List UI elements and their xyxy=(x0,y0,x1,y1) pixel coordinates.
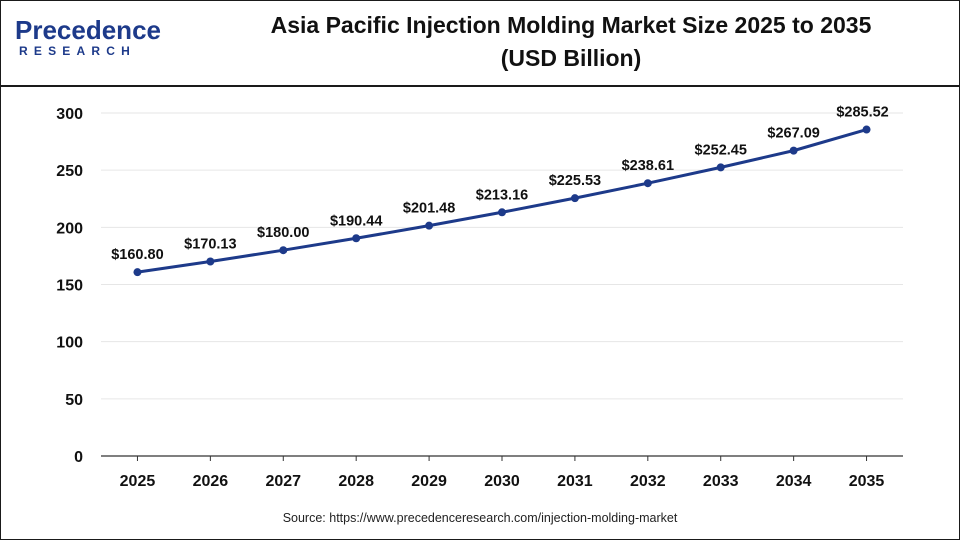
logo-subtitle: RESEARCH xyxy=(19,44,136,58)
y-tick-label: 300 xyxy=(56,106,83,123)
chart-title-line1: Asia Pacific Injection Molding Market Si… xyxy=(270,12,872,38)
y-tick-label: 150 xyxy=(56,278,83,295)
data-point xyxy=(643,179,652,188)
y-tick-label: 200 xyxy=(56,220,83,237)
data-point xyxy=(716,163,725,172)
precedence-research-logo: Precedence RESEARCH xyxy=(15,15,165,65)
data-point xyxy=(352,234,361,243)
x-tick-label: 2028 xyxy=(338,473,374,490)
data-point xyxy=(425,221,434,230)
data-point xyxy=(498,208,506,217)
y-tick-label: 50 xyxy=(65,392,83,409)
data-point xyxy=(133,268,142,277)
x-tick-label: 2035 xyxy=(849,473,885,490)
data-label: $180.00 xyxy=(257,225,309,241)
logo-wordmark: Precedence xyxy=(15,15,161,45)
x-tick-label: 2031 xyxy=(557,473,593,490)
data-label: $170.13 xyxy=(184,236,236,252)
x-tick-label: 2030 xyxy=(484,473,520,490)
data-point xyxy=(279,246,288,255)
x-tick-label: 2033 xyxy=(703,473,739,490)
chart-title: Asia Pacific Injection Molding Market Si… xyxy=(211,9,931,75)
data-label: $201.48 xyxy=(403,201,455,217)
x-tick-label: 2029 xyxy=(411,473,447,490)
data-label: $285.52 xyxy=(836,105,888,121)
chart-title-line2: (USD Billion) xyxy=(500,45,642,71)
x-tick-label: 2034 xyxy=(776,473,812,490)
y-tick-label: 0 xyxy=(74,449,83,466)
data-point xyxy=(206,257,215,266)
x-tick-label: 2032 xyxy=(630,473,666,490)
data-label: $225.53 xyxy=(549,173,601,189)
data-label: $190.44 xyxy=(330,213,382,229)
data-point xyxy=(789,146,798,155)
data-label: $267.09 xyxy=(767,126,819,142)
x-tick-label: 2027 xyxy=(265,473,301,490)
data-point xyxy=(862,125,871,134)
data-label: $213.16 xyxy=(476,187,528,203)
source-note: Source: https://www.precedenceresearch.c… xyxy=(282,511,678,525)
y-tick-label: 250 xyxy=(56,163,83,180)
data-label: $160.80 xyxy=(111,247,163,263)
data-label: $252.45 xyxy=(695,142,747,158)
x-tick-label: 2025 xyxy=(120,473,156,490)
y-tick-label: 100 xyxy=(56,335,83,352)
x-tick-label: 2026 xyxy=(193,473,229,490)
header: Precedence RESEARCH Asia Pacific Injecti… xyxy=(1,1,959,87)
data-point xyxy=(570,194,579,203)
data-label: $238.61 xyxy=(622,158,674,174)
